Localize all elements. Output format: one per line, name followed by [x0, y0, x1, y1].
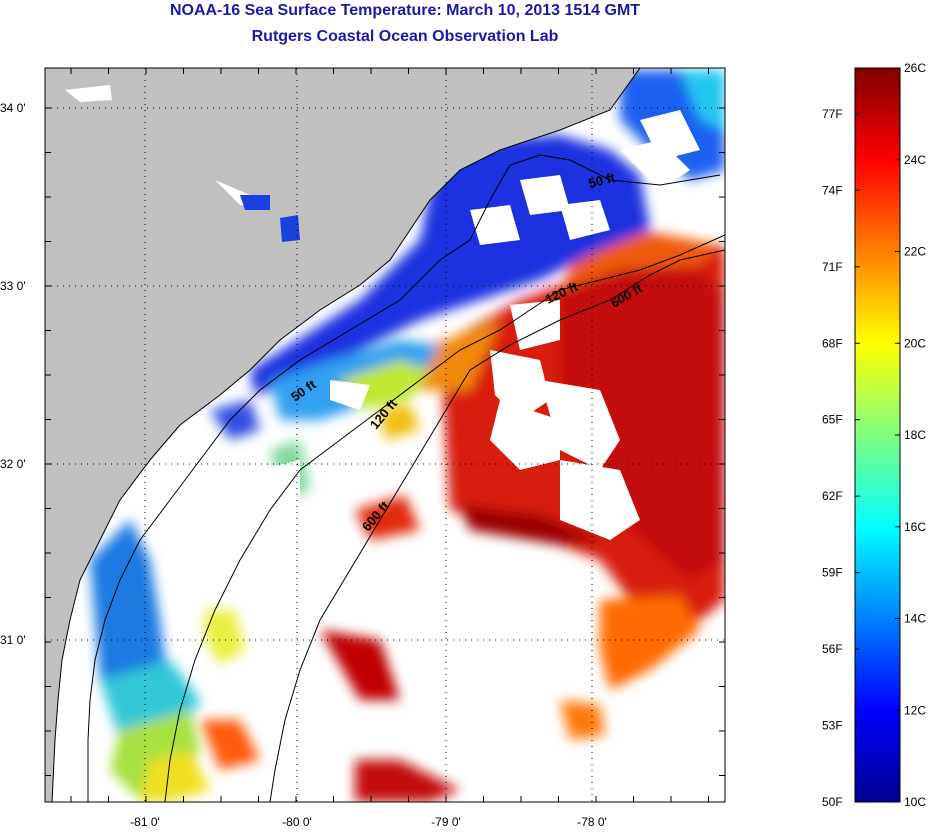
land-mass: [45, 68, 640, 802]
colorbar-gradient: [854, 67, 901, 803]
grid-lines: [45, 68, 725, 802]
colorbar-fahrenheit-labels: 77F 74F 71F 68F 65F 62F 59F 56F 53F 50F: [822, 107, 860, 809]
lat-label-31: 31 0': [0, 633, 26, 647]
colorbar-fahrenheit-label: 65F: [822, 413, 843, 427]
colorbar-celsius-label: 24C: [904, 153, 926, 167]
lat-label-33: 33 0': [0, 279, 26, 293]
colorbar: 26C 24C 22C 20C 18C 16C 14C 12C 10C 77F 74F 71F 68F…: [822, 61, 926, 809]
colorbar-celsius-labels: 26C 24C 22C 20C 18C 16C 14C 12C 10C: [895, 61, 926, 809]
map-subtitle: Rutgers Coastal Ocean Observation Lab: [251, 28, 559, 45]
colorbar-celsius-label: 14C: [904, 612, 926, 626]
colorbar-fahrenheit-label: 50F: [822, 795, 843, 809]
colorbar-celsius-label: 10C: [904, 795, 926, 809]
contour-600ft: [269, 249, 725, 802]
colorbar-celsius-label: 20C: [904, 336, 926, 350]
colorbar-celsius-label: 18C: [904, 428, 926, 442]
coastline: [51, 68, 641, 802]
colorbar-fahrenheit-label: 56F: [822, 642, 843, 656]
colorbar-celsius-label: 16C: [904, 520, 926, 534]
lat-label-32: 32 0': [0, 457, 26, 471]
contour-120ft: [164, 234, 725, 802]
colorbar-fahrenheit-label: 71F: [822, 260, 843, 274]
map-plot-area: 50 ft 50 ft 120 ft 120 ft 600 ft 600 ft: [45, 68, 725, 802]
colorbar-fahrenheit-label: 77F: [822, 107, 843, 121]
map-title: NOAA-16 Sea Surface Temperature: March 1…: [169, 2, 641, 19]
contour-label-50ft-north: 50 ft: [587, 169, 617, 191]
lon-label-80: -80 0': [282, 815, 312, 829]
frame-ticks: [45, 68, 725, 802]
contour-50ft: [87, 154, 721, 802]
lon-label-81: -81 0': [130, 815, 160, 829]
inland-lakes: [240, 195, 300, 242]
colorbar-fahrenheit-label: 74F: [822, 183, 843, 197]
colorbar-celsius-label: 22C: [904, 245, 926, 259]
lon-label-78: -78 0': [577, 815, 607, 829]
lat-label-34: 34 0': [0, 101, 26, 115]
cloud-patches: [260, 110, 700, 540]
colorbar-celsius-label: 26C: [904, 61, 926, 75]
colorbar-fahrenheit-label: 68F: [822, 336, 843, 350]
colorbar-fahrenheit-label: 53F: [822, 719, 843, 733]
colorbar-celsius-label: 12C: [904, 703, 926, 717]
colorbar-fahrenheit-label: 62F: [822, 489, 843, 503]
colorbar-fahrenheit-label: 59F: [822, 566, 843, 580]
lon-label-79: -79 0': [431, 815, 461, 829]
map-frame: [44, 67, 726, 803]
